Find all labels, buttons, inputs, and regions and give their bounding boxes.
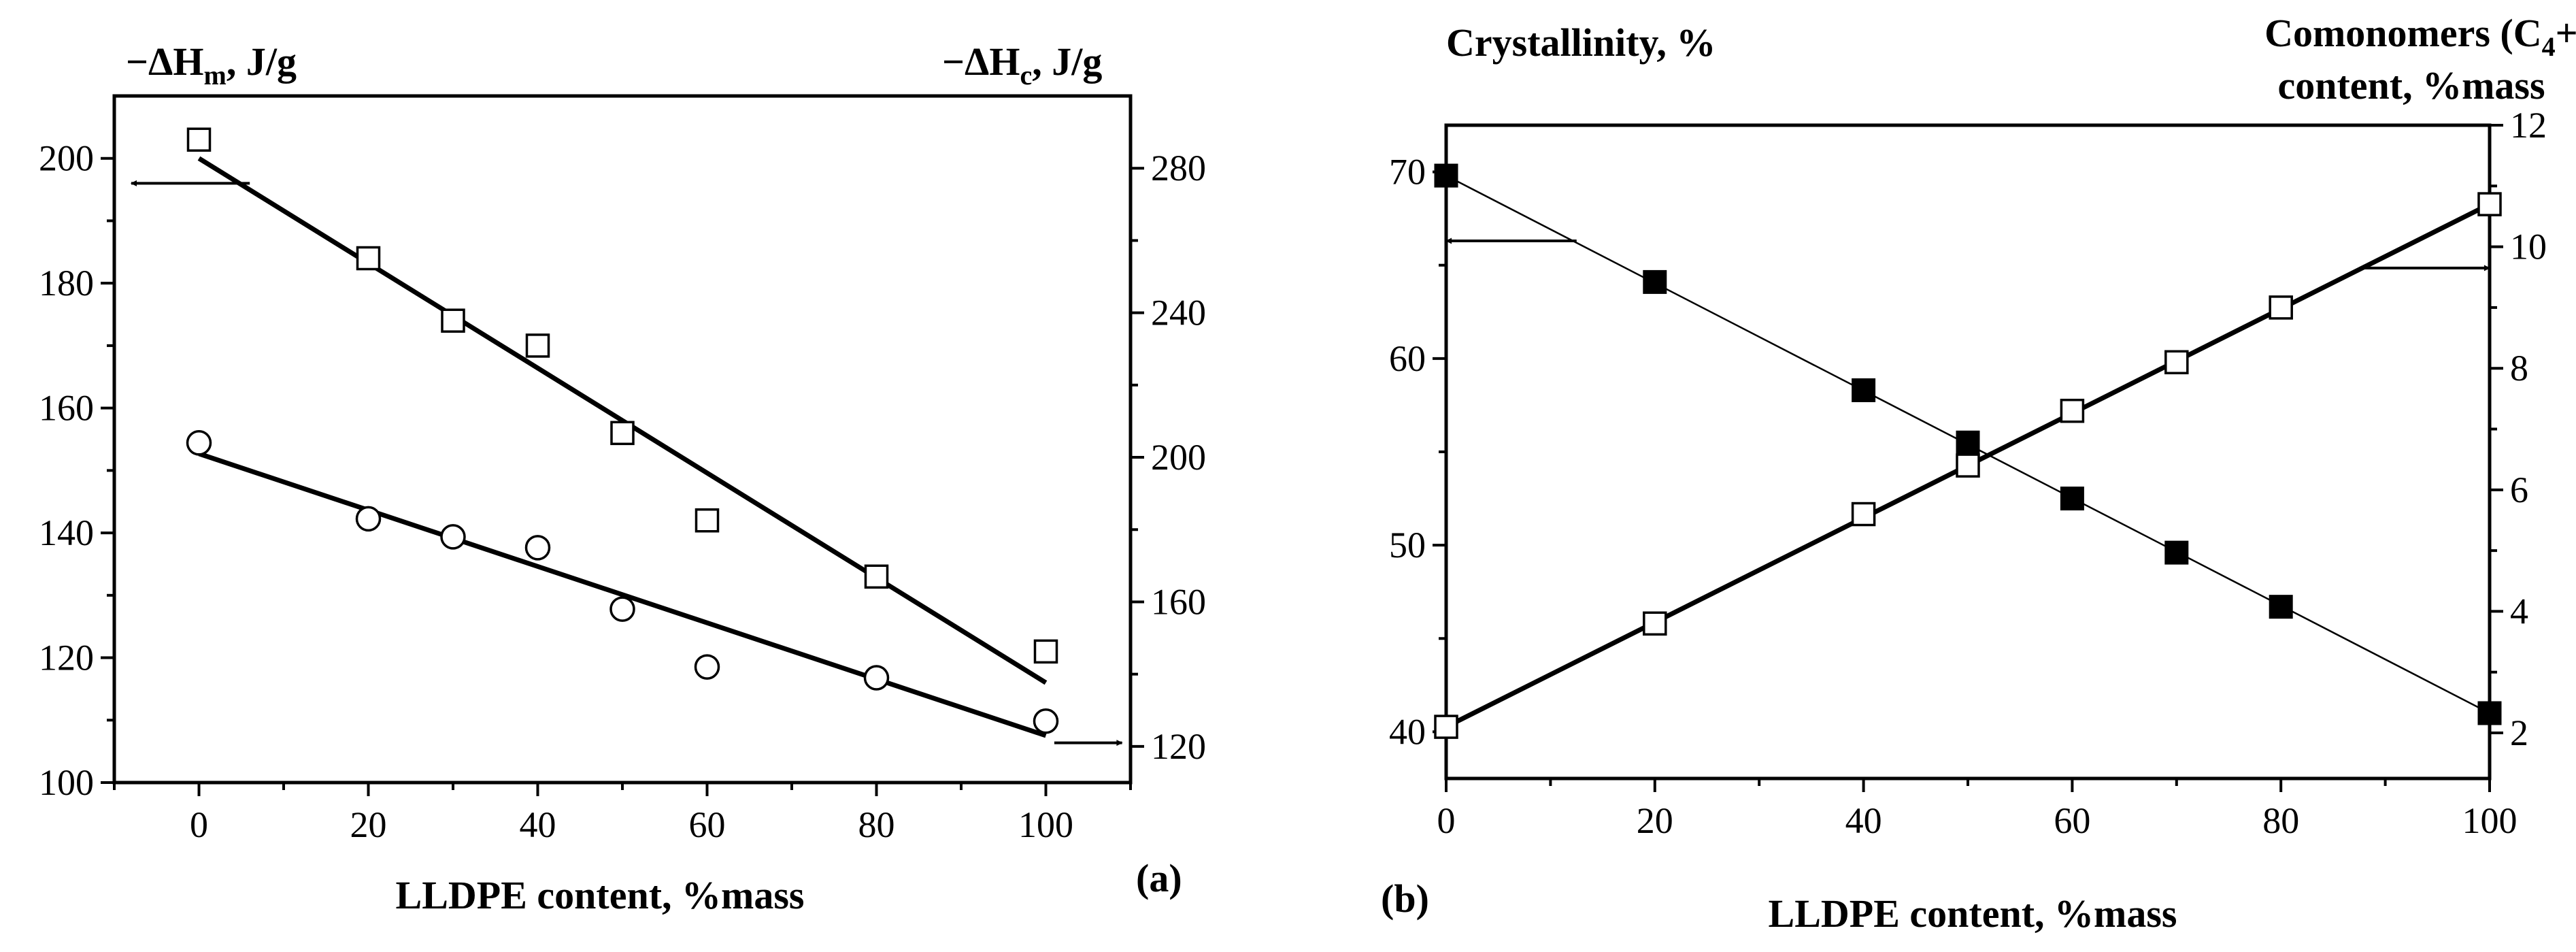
data-point: [1033, 708, 1059, 734]
data-point: [1434, 715, 1458, 739]
panel-a-y-ticks-right: 120 160 200 240 280: [1131, 148, 1206, 767]
data-point: [1033, 639, 1058, 664]
panel-b-y-ticks-right: 2 4 6 8 10 12: [2490, 105, 2547, 753]
y-right-tick-label: 8: [2510, 348, 2528, 389]
panel-a-y-label-left: −ΔHm, J/g: [126, 39, 297, 91]
x-tick-label: 20: [1637, 800, 1673, 841]
panel-a-fit-lines: [197, 156, 1048, 738]
y-left-tick-label: 200: [39, 138, 94, 179]
x-tick-label: 60: [689, 804, 726, 845]
y-left-tick-label: 120: [39, 638, 94, 678]
y-right-tick-label: 2: [2510, 712, 2528, 753]
data-point: [1643, 611, 1667, 636]
data-point: [525, 333, 550, 358]
data-point: [356, 246, 381, 271]
y-left-tick-label: 70: [1389, 152, 1426, 193]
data-point: [2060, 487, 2084, 511]
y-right-tick-label: 6: [2510, 470, 2528, 510]
y-right-tick-label: 200: [1151, 437, 1206, 478]
data-point: [355, 506, 382, 532]
data-point: [186, 127, 212, 152]
data-point: [1956, 430, 1980, 455]
panel-a-y-ticks-left: 100 120 140 160 180 200: [39, 138, 114, 803]
panel-b-x-ticks: 0 20 40 60 80 100: [1437, 778, 2518, 841]
panel-b-y-label-left: Crystallinity, %: [1446, 20, 1716, 65]
data-point: [1852, 378, 1876, 402]
panel-b-arrows: [1445, 237, 2490, 272]
data-point: [2269, 595, 2293, 619]
x-tick-label: 0: [1437, 800, 1456, 841]
y-right-tick-label: 12: [2510, 105, 2547, 146]
data-point: [2060, 398, 2085, 423]
data-point: [609, 596, 635, 622]
x-tick-label: 40: [1845, 800, 1882, 841]
panel-b-points: [1434, 163, 2502, 739]
y-left-tick-label: 180: [39, 263, 94, 303]
panel-a-points: [186, 127, 1059, 734]
panel-a: 0 20 40 60 80 100 100 120 140 160 180 200 120 160 20…: [39, 39, 1206, 917]
panel-a-label: (a): [1136, 856, 1182, 900]
x-tick-label: 40: [520, 804, 556, 845]
y-left-tick-label: 140: [39, 512, 94, 553]
data-point: [694, 654, 720, 680]
y-right-tick-label: 280: [1151, 148, 1206, 188]
data-point: [186, 430, 212, 456]
x-tick-label: 80: [858, 804, 895, 845]
y-left-tick-label: 40: [1389, 711, 1426, 752]
panel-a-arrows: [130, 180, 1123, 746]
y-left-tick-label: 60: [1389, 338, 1426, 379]
data-point: [2477, 701, 2502, 725]
fit-line-0: [197, 156, 1048, 685]
y-left-tick-label: 50: [1389, 525, 1426, 565]
panel-a-x-label: LLDPE content, %mass: [396, 873, 805, 917]
data-point: [1956, 453, 1980, 478]
y-right-tick-label: 240: [1151, 293, 1206, 333]
fit-line-1: [198, 451, 1047, 738]
panel-b-y-ticks-left: 40 50 60 70: [1389, 152, 1446, 752]
data-point: [864, 564, 889, 589]
data-point: [1434, 163, 1458, 188]
panel-b-y-label-right: Comonomers (C4+C6): [2264, 11, 2576, 62]
y-right-tick-label: 160: [1151, 581, 1206, 622]
x-tick-label: 100: [1018, 804, 1073, 845]
data-point: [2477, 192, 2502, 216]
y-left-tick-label: 160: [39, 388, 94, 429]
panel-b-y-label-right-line2: content, %mass: [2277, 63, 2545, 108]
x-tick-label: 60: [2054, 800, 2090, 841]
data-point: [1851, 502, 1876, 527]
panel-a-x-ticks: 0 20 40 60 80 100: [113, 783, 1132, 845]
x-tick-label: 80: [2262, 800, 2299, 841]
data-point: [2164, 350, 2189, 375]
data-point: [441, 308, 465, 333]
x-tick-label: 20: [350, 804, 387, 845]
data-point: [2164, 540, 2189, 565]
panel-a-y-label-right: −ΔHc, J/g: [942, 39, 1102, 91]
data-point: [695, 508, 720, 533]
data-point: [2269, 295, 2293, 320]
y-right-tick-label: 4: [2510, 591, 2528, 631]
data-point: [610, 421, 635, 446]
data-point: [440, 524, 466, 550]
y-right-tick-label: 10: [2510, 227, 2547, 267]
data-point: [863, 665, 890, 691]
panel-b-label: (b): [1381, 876, 1429, 921]
y-right-tick-label: 120: [1151, 726, 1206, 767]
panel-b-x-label: LLDPE content, %mass: [1769, 891, 2177, 936]
data-point: [1643, 269, 1667, 294]
y-left-tick-label: 100: [39, 762, 94, 803]
x-tick-label: 100: [2462, 800, 2518, 841]
x-tick-label: 0: [190, 804, 208, 845]
panel-b: 0 20 40 60 80 100 40 50 60 70 2 4 6 8 10 12 Crystalli…: [1381, 11, 2576, 936]
data-point: [524, 535, 551, 561]
